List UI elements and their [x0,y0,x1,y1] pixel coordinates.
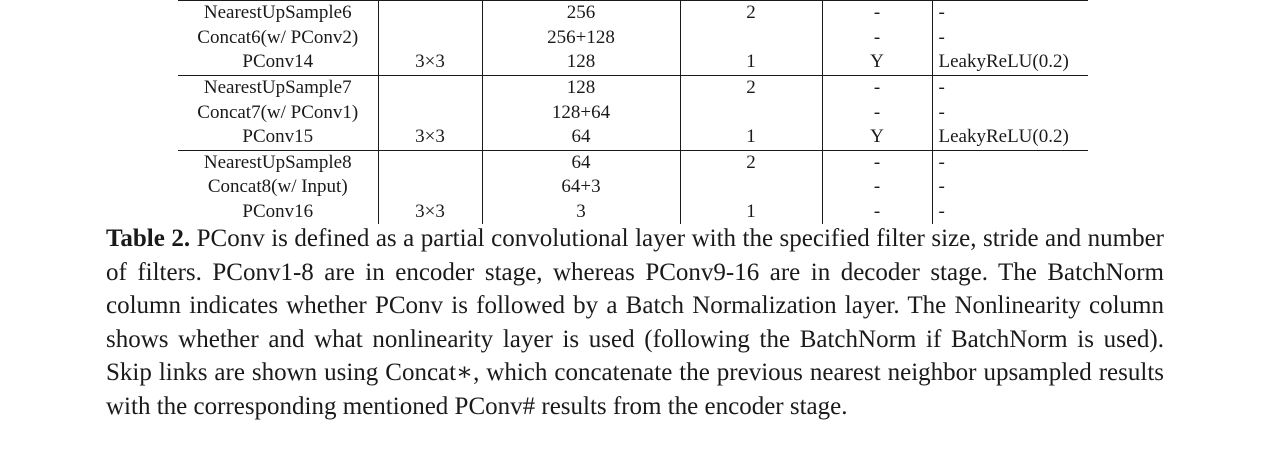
cell-stride: 1 [680,124,823,151]
cell-layer: NearestUpSample6 [178,0,379,26]
cell-filter-size [378,175,483,200]
cell-layer: Concat6(w/ PConv2) [178,25,379,51]
cell-filter-size [378,25,483,51]
cell-stride: 1 [680,199,823,225]
caption-text: PConv is defined as a partial convolutio… [106,225,1165,420]
cell-channels: 256+128 [482,25,681,51]
layer-table: NearestUpSample6 256 2- - Concat6(w/ PConv2)… [178,0,1088,225]
table-row: NearestUpSample6 256 2- - [178,0,1088,26]
cell-nonlinearity: LeakyReLU(0.2) [938,51,1069,73]
table-caption: Table 2. PConv is defined as a partial c… [106,222,1164,424]
cell-nonlinearity: LeakyReLU(0.2) [938,126,1069,148]
cell-batchnorm: - [822,100,933,125]
cell-filter-size: 3×3 [378,50,483,76]
cell-stride: 1 [680,50,823,76]
cell-nonlinearity: - [932,0,1088,26]
cell-filter-size [378,0,483,26]
cell-batchnorm: - [822,25,933,51]
table-row: NearestUpSample7 128 2- - [178,74,1088,101]
cell-channels: 128 [482,74,681,101]
table-row: PConv14 3×3 128 1 Y LeakyReLU(0.2) [178,50,1088,76]
table-row: Concat8(w/ Input) 64+3 - - [178,175,1088,200]
table-row: PConv15 3×3 64 1 Y LeakyReLU(0.2) [178,124,1088,151]
cell-channels: 64+3 [482,175,681,200]
cell-filter-size: 3×3 [378,124,483,151]
cell-nonlinearity: - [938,101,945,123]
caption-label: Table 2. [106,225,191,252]
cell-nonlinearity: - [938,26,945,48]
cell-batchnorm: Y [822,124,933,151]
cell-layer: PConv16 [178,199,379,225]
layer-table-container: NearestUpSample6 256 2- - Concat6(w/ PConv2)… [178,0,1088,225]
cell-layer: NearestUpSample8 [178,149,379,176]
cell-channels: 256 [482,0,681,26]
cell-channels: 3 [482,199,681,225]
cell-channels: 128+64 [482,100,681,125]
cell-layer: Concat7(w/ PConv1) [178,100,379,125]
table-row: Concat6(w/ PConv2) 256+128 - - [178,25,1088,51]
cell-stride [680,100,823,125]
table-row: Concat7(w/ PConv1) 128+64 - - [178,100,1088,125]
cell-filter-size [378,149,483,176]
cell-layer: NearestUpSample7 [178,74,379,101]
table-row: NearestUpSample8 64 2- - [178,149,1088,176]
table-row: PConv16 3×3 3 1- - [178,199,1088,225]
cell-layer: Concat8(w/ Input) [178,175,379,200]
cell-filter-size [378,100,483,125]
cell-batchnorm: - [822,175,933,200]
cell-batchnorm: - [822,0,933,26]
cell-batchnorm: - [822,149,933,176]
cell-filter-size [378,74,483,101]
cell-nonlinearity: - [932,74,1088,101]
cell-layer: PConv14 [178,50,379,76]
cell-batchnorm: - [822,74,933,101]
table-body: NearestUpSample6 256 2- - Concat6(w/ PConv2)… [178,0,1088,225]
cell-layer: PConv15 [178,124,379,151]
cell-channels: 64 [482,124,681,151]
cell-nonlinearity: - [938,176,945,198]
cell-stride: 2 [680,149,823,176]
cell-stride: 2 [680,0,823,26]
cell-stride [680,175,823,200]
cell-stride: 2 [680,74,823,101]
cell-nonlinearity: - [932,149,1088,176]
cell-channels: 64 [482,149,681,176]
cell-filter-size: 3×3 [378,199,483,225]
cell-stride [680,25,823,51]
cell-batchnorm: - [822,199,933,225]
cell-nonlinearity: - [938,201,945,223]
cell-batchnorm: Y [822,50,933,76]
cell-channels: 128 [482,50,681,76]
